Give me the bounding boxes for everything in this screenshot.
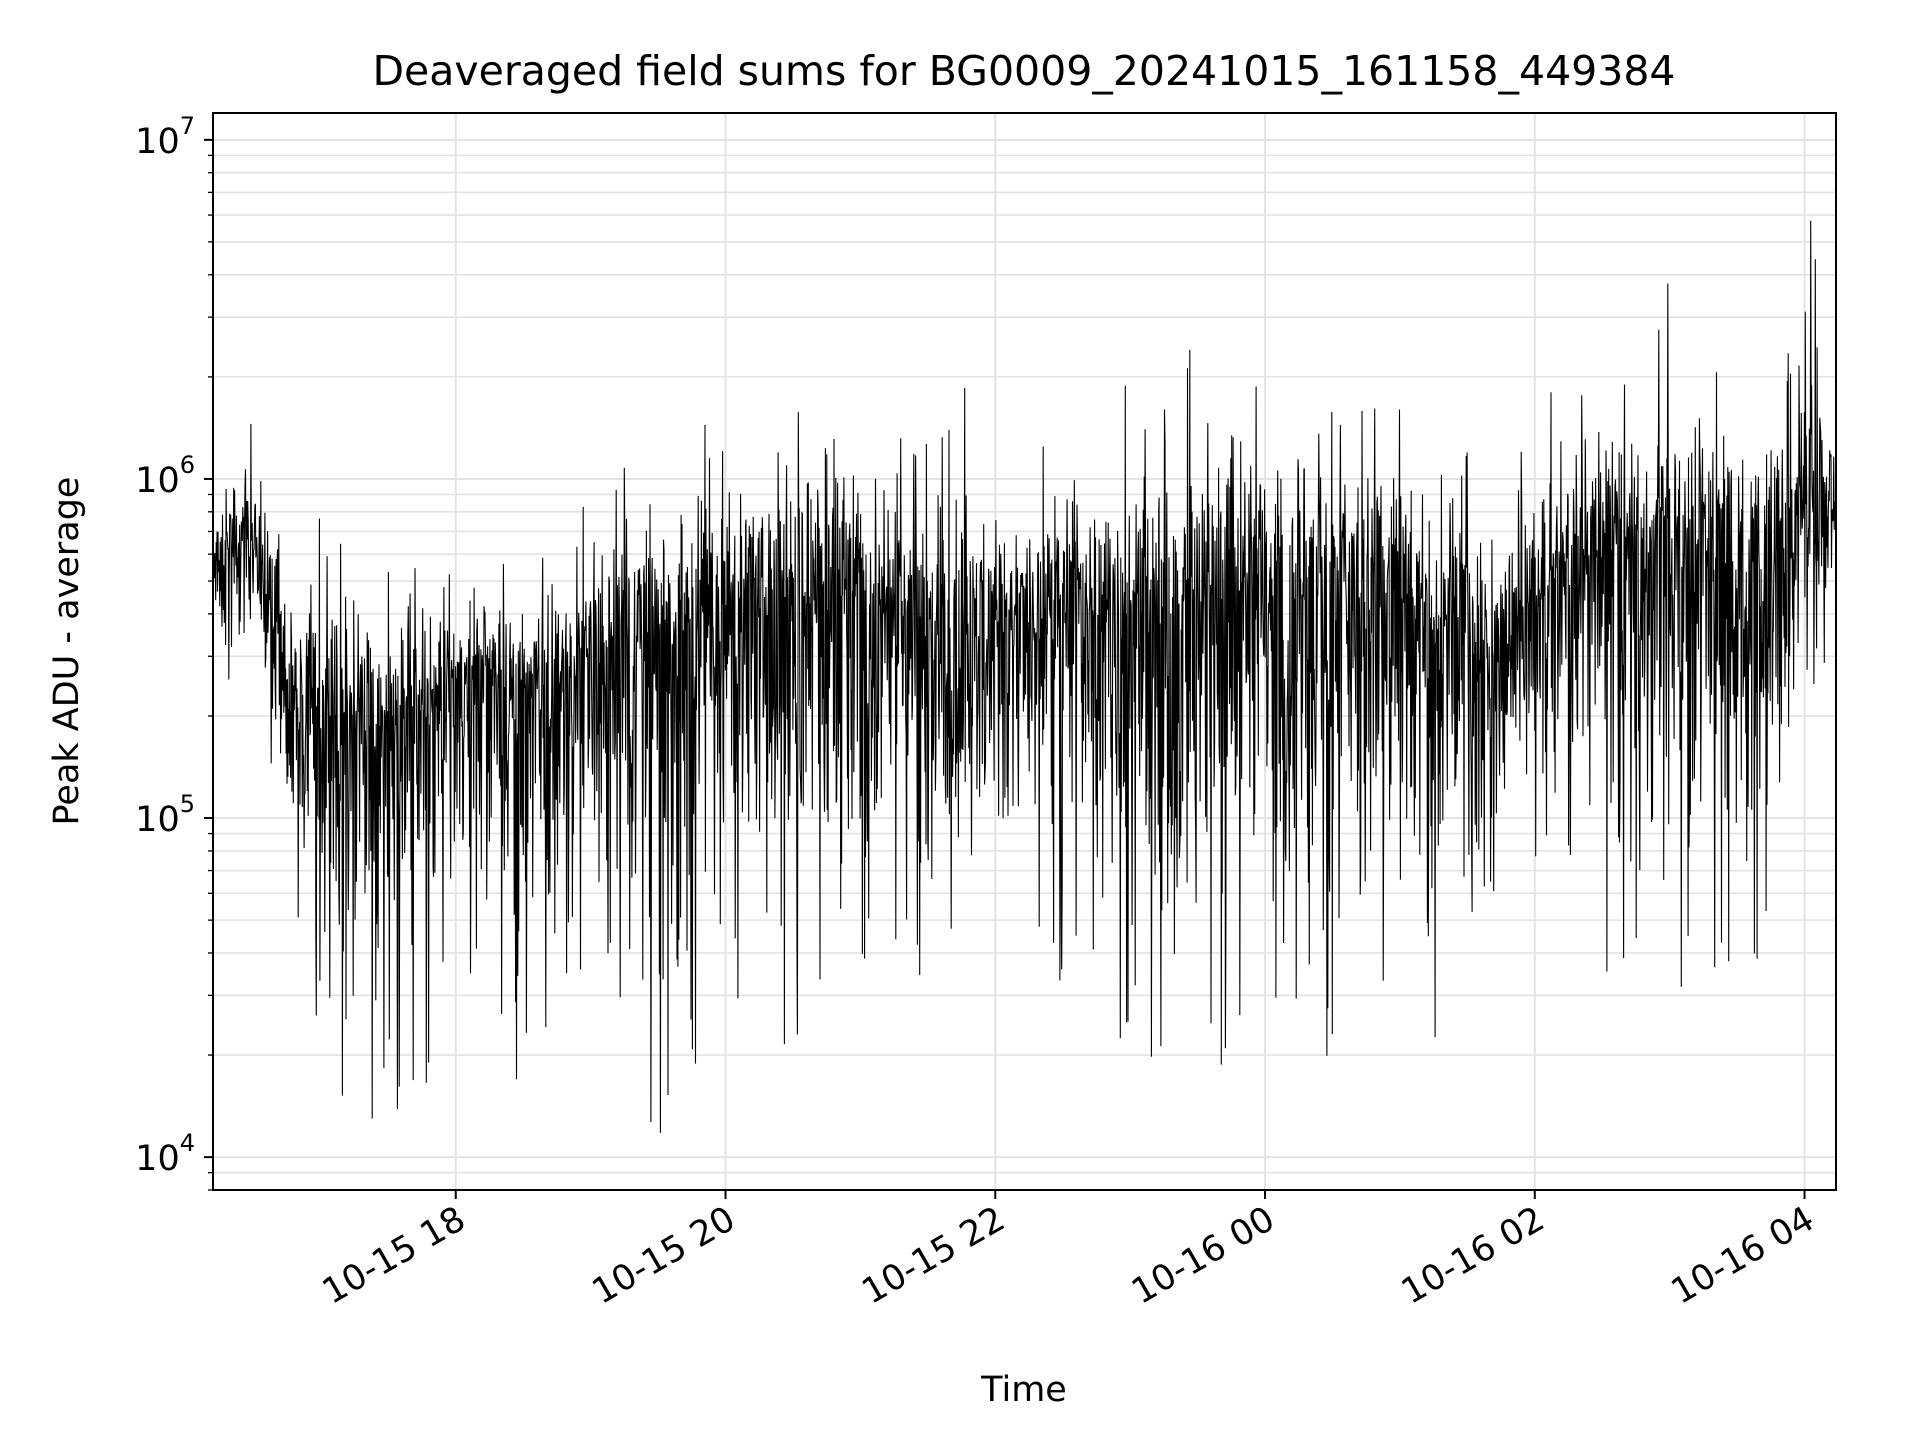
y-tick-label: 106 xyxy=(135,451,195,501)
chart-title: Deaveraged field sums for BG0009_2024101… xyxy=(372,47,1675,95)
x-axis-label: Time xyxy=(980,1370,1067,1410)
y-tick-label: 105 xyxy=(135,790,195,840)
series-line xyxy=(212,220,1837,1133)
x-tick-label: 10-16 04 xyxy=(1665,1199,1821,1312)
x-tick-label: 10-15 18 xyxy=(316,1199,472,1312)
data-series xyxy=(212,220,1837,1133)
y-axis-label: Peak ADU - average xyxy=(47,477,87,826)
x-tick-label: 10-16 02 xyxy=(1395,1199,1551,1312)
x-tick-label: 10-15 20 xyxy=(586,1199,742,1312)
x-tick-label: 10-15 22 xyxy=(855,1199,1011,1312)
y-tick-label: 107 xyxy=(135,112,195,162)
plot-frame xyxy=(212,112,1837,1191)
x-tick-label: 10-16 00 xyxy=(1125,1199,1281,1312)
y-tick-label: 104 xyxy=(135,1129,195,1179)
